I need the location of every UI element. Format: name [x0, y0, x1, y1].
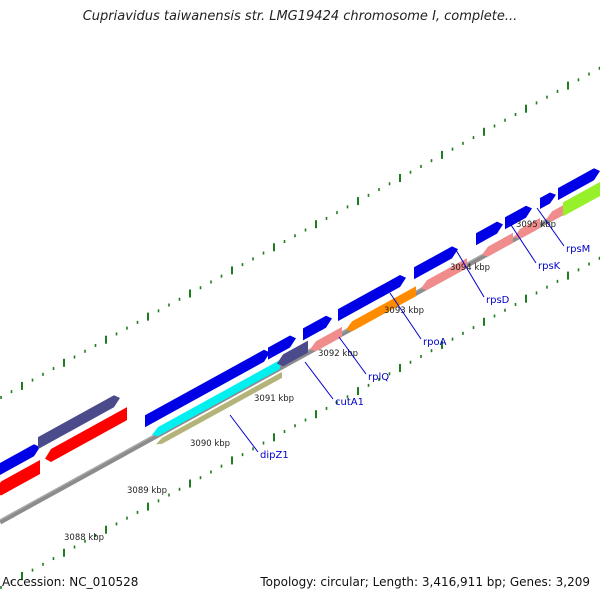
kbp-label: 3090 kbp — [190, 439, 230, 449]
gene-label[interactable]: rpsM — [566, 244, 590, 255]
gene-left-red-2[interactable] — [45, 407, 127, 462]
kbp-label: 3092 kbp — [318, 349, 358, 359]
gene-label[interactable]: cutA1 — [335, 397, 364, 408]
gene-label[interactable]: rpsK — [538, 261, 561, 272]
leader-line — [455, 249, 485, 298]
gene-left-blue-top[interactable] — [0, 444, 40, 477]
map-title: Cupriavidus taiwanensis str. LMG19424 ch… — [82, 9, 518, 24]
kbp-label: 3089 kbp — [127, 486, 167, 496]
outer-tick-ring — [0, 66, 600, 399]
gene-left-red-1[interactable] — [0, 460, 40, 496]
gene-blue-3093[interactable] — [338, 275, 406, 322]
leader-line — [389, 292, 422, 340]
gene-rpsK-pink-2[interactable] — [514, 218, 540, 239]
kbp-label: 3094 kbp — [450, 263, 490, 273]
gene-rplQ-pink[interactable] — [310, 326, 342, 352]
kbp-labels: 3088 kbp 3089 kbp 3090 kbp 3091 kbp 3092 kbp… — [64, 220, 556, 543]
gene-blue-3096b[interactable] — [558, 168, 600, 201]
gene-rpoA-orange[interactable] — [346, 286, 416, 332]
kbp-label: 3088 kbp — [64, 533, 104, 543]
leader-line — [338, 336, 367, 375]
leader-line — [229, 414, 259, 453]
gene-label[interactable]: rpsD — [486, 295, 510, 306]
gene-dipZ1-tan[interactable] — [156, 371, 282, 445]
gene-long-blue[interactable] — [145, 349, 270, 428]
gene-rpsD-pink[interactable] — [421, 258, 467, 291]
gene-label[interactable]: dipZ1 — [260, 450, 289, 461]
gene-small-blue-1[interactable] — [268, 335, 296, 360]
gene-blue-3094[interactable] — [414, 246, 458, 280]
gene-left-dark[interactable] — [38, 395, 120, 450]
topology-summary: Topology: circular; Length: 3,416,911 bp… — [260, 575, 590, 589]
gene-track[interactable] — [0, 168, 600, 496]
gene-dipZ1-cyan[interactable] — [152, 360, 280, 437]
gene-rpsM-pink[interactable] — [546, 203, 567, 222]
gene-label[interactable]: rplQ — [368, 372, 389, 383]
accession-text: Accession: NC_010528 — [2, 575, 139, 589]
gene-cutA1-dark[interactable] — [277, 340, 308, 367]
leader-line — [536, 207, 565, 247]
gene-blue-3095b[interactable] — [505, 205, 532, 230]
leader-line — [304, 361, 334, 400]
gene-green-3096[interactable] — [563, 182, 600, 217]
gene-label-layer[interactable]: dipZ1 cutA1 rplQ rpoA rpsD rpsK rpsM — [229, 207, 590, 461]
kbp-label: 3095 kbp — [516, 220, 556, 230]
leader-line — [510, 224, 537, 264]
gene-blue-3095a[interactable] — [476, 221, 503, 246]
kbp-label: 3091 kbp — [254, 394, 294, 404]
gene-label[interactable]: rpoA — [423, 337, 447, 348]
inner-tick-ring — [0, 256, 600, 589]
kbp-label: 3093 kbp — [384, 306, 424, 316]
gene-rpsK-pink-1[interactable] — [482, 232, 513, 257]
gene-small-blue-3096[interactable] — [540, 192, 556, 210]
gene-small-blue-2[interactable] — [303, 315, 332, 341]
